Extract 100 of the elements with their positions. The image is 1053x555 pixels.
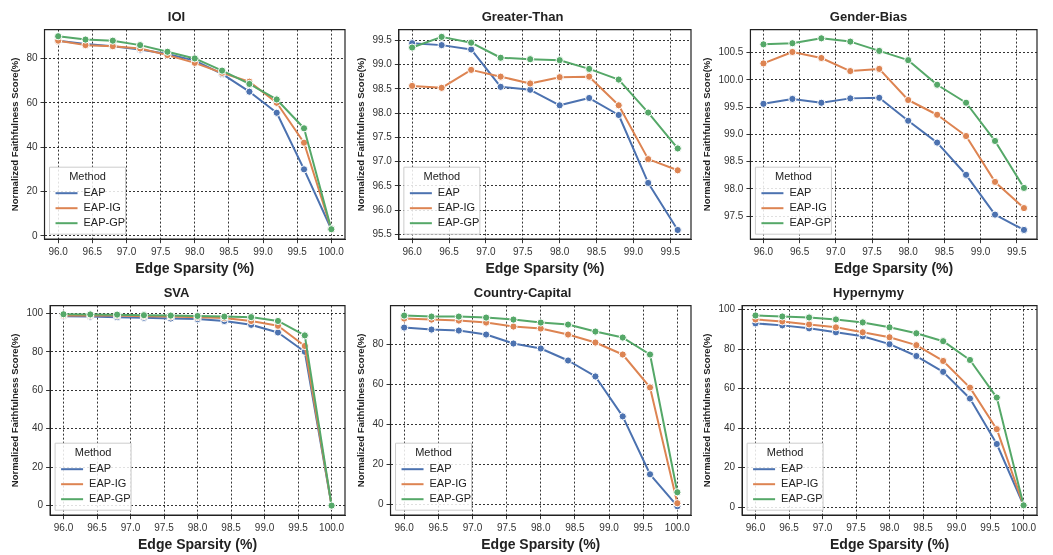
x-tick-label: 97.5 [496, 521, 517, 533]
x-axis-title: Edge Sparsity (%) [485, 260, 605, 277]
legend-title: Method [423, 170, 461, 183]
y-tick-label: 95.5 [372, 228, 393, 240]
legend-title: Method [775, 170, 812, 183]
legend-title: Method [69, 170, 106, 183]
y-tick-label: 60 [372, 378, 384, 390]
x-tick-label: 99.0 [254, 521, 275, 533]
y-tick-label: 80 [723, 342, 736, 354]
x-tick-label: 96.5 [439, 245, 460, 257]
x-axis-title: Edge Sparsity (%) [830, 536, 950, 553]
x-tick-label: 99.5 [288, 521, 309, 533]
x-axis-title: Edge Sparsity (%) [834, 260, 954, 277]
y-tick-label: 97.5 [372, 131, 393, 143]
y-tick-label: 99.0 [372, 58, 393, 70]
y-tick-label: 40 [31, 422, 44, 434]
x-tick-label: 98.5 [934, 245, 955, 257]
x-tick-label: 99.0 [253, 245, 274, 257]
y-tick-label: 20 [31, 460, 44, 472]
y-axis-title: Normalized Faithfulness Score(%) [355, 57, 367, 212]
x-tick-label: 96.0 [745, 521, 766, 533]
x-tick-label: 97.5 [150, 245, 171, 257]
x-tick-label: 96.5 [82, 245, 103, 257]
y-tick-label: 60 [26, 96, 38, 108]
chart-title: Hypernymy [833, 285, 905, 301]
x-tick-label: 97.0 [812, 521, 833, 533]
x-tick-label: 96.0 [402, 245, 423, 257]
y-tick-label: 80 [31, 345, 44, 357]
legend-label: EAP-IG [437, 201, 476, 214]
x-tick-label: 100.0 [664, 521, 691, 533]
y-tick-label: 40 [723, 421, 736, 433]
x-tick-label: 97.0 [120, 521, 141, 533]
legend-label: EAP-IG [429, 477, 467, 490]
x-tick-label: 96.5 [87, 521, 108, 533]
x-axis-title: Edge Sparsity (%) [138, 536, 258, 553]
y-axis-title: Normalized Faithfulness Score(%) [355, 333, 367, 488]
y-tick-label: 60 [31, 383, 44, 395]
x-tick-label: 99.5 [633, 521, 654, 533]
legend-label: EAP-GP [89, 492, 131, 505]
legend-label: EAP-IG [789, 201, 827, 214]
legend-title: Method [415, 446, 452, 459]
y-tick-label: 97.0 [372, 155, 393, 167]
x-tick-label: 97.0 [116, 245, 137, 257]
legend-label: EAP-GP [789, 216, 831, 229]
x-tick-label: 98.0 [531, 521, 551, 533]
y-tick-label: 80 [26, 52, 38, 64]
legend-label: EAP-IG [781, 477, 819, 490]
y-tick-label: 98.0 [723, 182, 744, 194]
x-tick-label: 97.5 [154, 521, 175, 533]
x-tick-label: 98.5 [586, 245, 607, 257]
y-tick-label: 98.0 [372, 106, 393, 118]
x-tick-label: 100.0 [1011, 521, 1037, 533]
y-axis-title: Normalized Faithfulness Score(%) [701, 333, 713, 488]
y-tick-label: 97.5 [723, 210, 744, 222]
y-tick-label: 99.5 [723, 100, 744, 112]
y-tick-label: 99.0 [723, 128, 744, 140]
y-tick-label: 20 [26, 185, 38, 197]
y-tick-label: 0 [31, 229, 38, 241]
y-tick-label: 20 [723, 461, 736, 473]
x-tick-label: 96.0 [53, 521, 74, 533]
x-tick-label: 97.0 [826, 245, 846, 257]
y-tick-label: 60 [723, 382, 736, 394]
x-tick-label: 96.0 [394, 521, 415, 533]
legend-label: EAP-GP [429, 492, 472, 505]
x-tick-label: 98.5 [221, 521, 242, 533]
x-tick-label: 99.5 [1007, 245, 1027, 257]
chart-title: SVA [163, 285, 190, 301]
x-tick-label: 97.5 [846, 521, 867, 533]
x-tick-label: 99.5 [287, 245, 308, 257]
x-tick-label: 96.5 [789, 245, 810, 257]
y-axis-title: Normalized Faithfulness Score(%) [9, 57, 21, 212]
x-tick-label: 99.0 [970, 245, 991, 257]
x-tick-label: 96.0 [48, 245, 69, 257]
x-tick-label: 97.0 [476, 245, 497, 257]
y-tick-label: 99.5 [372, 34, 393, 46]
legend-label: EAP-GP [437, 216, 480, 229]
x-tick-label: 100.0 [319, 521, 345, 533]
legend-label: EAP [781, 462, 804, 475]
legend-label: EAP [789, 186, 812, 199]
x-tick-label: 96.5 [428, 521, 449, 533]
x-tick-label: 96.0 [753, 245, 774, 257]
y-tick-label: 100 [26, 307, 44, 319]
y-tick-label: 98.5 [372, 82, 393, 94]
x-tick-label: 97.5 [513, 245, 533, 257]
y-tick-label: 0 [729, 501, 736, 513]
chart-title: IOI [167, 9, 186, 25]
x-tick-label: 100.0 [318, 245, 345, 257]
y-tick-label: 100.5 [718, 46, 744, 58]
y-tick-label: 0 [37, 499, 44, 511]
y-tick-label: 96.5 [372, 179, 393, 191]
x-tick-label: 99.0 [599, 521, 620, 533]
x-tick-label: 98.5 [565, 521, 586, 533]
y-tick-label: 40 [26, 140, 38, 152]
y-axis-title: Normalized Faithfulness Score(%) [9, 333, 21, 488]
legend-label: EAP [429, 462, 452, 475]
chart-title: Greater-Than [481, 9, 564, 25]
x-tick-label: 97.0 [462, 521, 483, 533]
y-tick-label: 40 [372, 418, 384, 430]
x-tick-label: 99.5 [660, 245, 681, 257]
y-tick-label: 96.0 [372, 203, 393, 215]
